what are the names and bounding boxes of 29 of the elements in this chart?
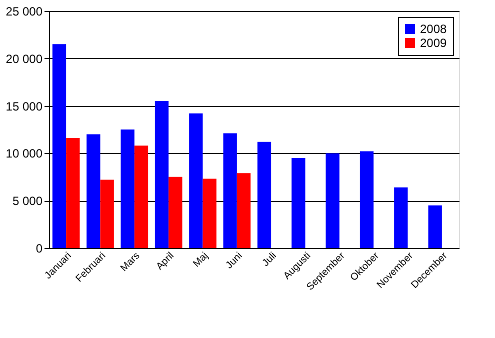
y-tick-label: 25 000 [6,4,43,18]
x-tick-label: Juni [224,250,245,272]
bar [257,142,272,248]
legend-label: 2009 [420,36,448,50]
bar [168,176,182,248]
bar [134,146,148,248]
bar [326,153,340,248]
bar [154,101,169,248]
legend-label: 2008 [420,22,448,36]
bar [292,158,306,248]
x-tick-label: Juli [260,250,279,269]
bar [120,130,134,248]
bar [66,138,80,248]
bar [394,187,408,248]
bar [223,133,237,248]
bar [428,205,442,248]
x-tick-label: Maj [191,250,211,270]
bar [86,134,100,248]
bar [202,178,216,248]
y-tick-label: 20 000 [6,52,43,66]
y-tick-label: 0 [36,242,43,256]
bar [100,180,114,248]
bar [52,44,66,248]
bar [189,113,203,248]
bar [236,173,251,248]
bar [360,151,374,248]
y-tick-label: 5 000 [12,194,43,208]
y-tick-label: 10 000 [6,146,43,161]
y-tick-label: 15 000 [6,99,43,114]
